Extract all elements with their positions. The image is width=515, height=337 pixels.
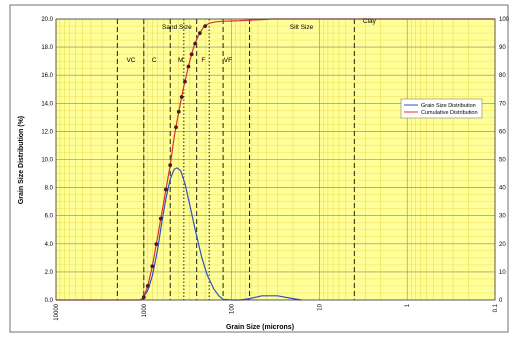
y-axis-right-ticks: 0 10 20 30 40 50 60 70 80 90 100 [499, 17, 510, 304]
series-line-distribution [141, 167, 302, 301]
cumulative-marker [193, 41, 198, 46]
cumulative-marker [186, 64, 191, 69]
y2-tick-label: 30 [499, 214, 506, 220]
x-tick-label: 10 [317, 303, 323, 310]
y-tick-label: 10.0 [41, 158, 53, 164]
cumulative-marker [164, 187, 168, 192]
x-tick-label: 0.1 [493, 303, 499, 312]
y-tick-label: 14.0 [41, 101, 53, 107]
size-class-label: VC [126, 57, 135, 64]
y2-tick-label: 70 [499, 101, 506, 107]
y-tick-label: 20.0 [41, 17, 53, 23]
cumulative-marker [150, 264, 155, 269]
legend-box [400, 98, 483, 119]
y-axis-left-ticks: 0.0 2.0 4.0 6.0 8.0 10.0 12.0 14.0 16.0 18.0 20.0 [41, 17, 53, 304]
x-tick-label: 10000 [54, 303, 60, 320]
x-axis-label: Grain Size (microns) [226, 324, 294, 331]
zone-label: Silt Size [290, 24, 314, 31]
y-tick-label: 16.0 [41, 73, 53, 79]
size-class-label: VF [224, 57, 232, 64]
y-tick-label: 18.0 [41, 45, 53, 51]
cumulative-marker [179, 95, 184, 99]
y2-tick-label: 90 [499, 45, 506, 51]
plot-frame [55, 18, 496, 301]
cumulative-marker [176, 109, 181, 114]
size-class-label: M [178, 57, 183, 64]
zone-label: Sand Size [162, 24, 192, 31]
cumulative-marker [197, 31, 202, 36]
y2-tick-label: 10 [499, 270, 506, 276]
x-tick-label: 1000 [142, 303, 148, 317]
cumulative-marker [141, 295, 146, 300]
zone-label: Clay [363, 18, 377, 25]
y-tick-label: 4.0 [45, 242, 54, 248]
cumulative-marker [158, 216, 163, 221]
cumulative-marker [189, 52, 194, 57]
y-tick-label: 0.0 [45, 298, 54, 304]
legend: Grain Size Distribution Cumulative Distr… [400, 98, 483, 119]
size-class-boundaries [116, 19, 355, 300]
legend-label-cumulative: Cumulative Distribution [421, 110, 478, 116]
y2-tick-label: 50 [499, 158, 506, 164]
y-tick-label: 12.0 [41, 129, 53, 135]
y2-tick-label: 20 [499, 242, 506, 248]
x-tick-label: 100 [230, 303, 236, 314]
y2-tick-label: 100 [499, 17, 510, 23]
y2-tick-label: 40 [499, 186, 506, 192]
size-class-labels: VC C M F VF [126, 57, 232, 64]
cumulative-marker [168, 163, 173, 168]
cumulative-marker [203, 24, 208, 28]
size-class-label: C [152, 57, 157, 64]
cumulative-markers [141, 24, 208, 300]
cumulative-marker [145, 284, 150, 288]
y-axis-label: Grain Size Distribution (%) [18, 116, 25, 204]
y-tick-label: 6.0 [45, 214, 54, 220]
x-tick-label: 1 [405, 303, 411, 307]
zone-labels: Sand Size Silt Size Clay [162, 18, 377, 31]
y-tick-label: 2.0 [45, 270, 54, 276]
grid [55, 18, 496, 301]
y-tick-label: 8.0 [45, 186, 54, 192]
y2-tick-label: 60 [499, 129, 506, 135]
y2-tick-label: 0 [499, 298, 503, 304]
cumulative-marker [174, 125, 178, 130]
legend-label-distribution: Grain Size Distribution [421, 103, 476, 109]
y2-tick-label: 80 [499, 73, 506, 79]
size-class-label: F [201, 57, 205, 64]
cumulative-marker [183, 79, 187, 84]
x-axis-ticks: 10000 1000 100 10 1 0.1 [54, 303, 499, 320]
cumulative-marker [154, 242, 159, 247]
